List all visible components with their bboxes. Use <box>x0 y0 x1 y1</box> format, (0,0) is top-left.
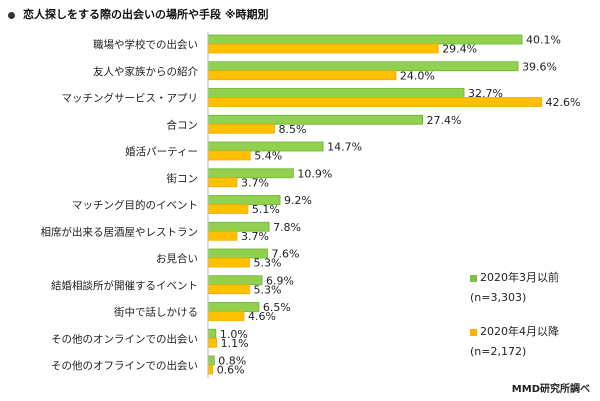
bar-after <box>207 177 238 188</box>
bar-after <box>207 70 397 81</box>
data-label: 5.3% <box>253 257 281 270</box>
category-label: 職場や学校での出会い <box>93 38 198 51</box>
category-label: 友人や家族からの紹介 <box>93 65 198 78</box>
legend: 2020年3月以前 (n=3,303) 2020年4月以降 (n=2,172) <box>470 268 559 362</box>
category-label: 相席が出来る居酒屋やレストラン <box>41 225 199 238</box>
data-label: 3.7% <box>241 176 269 189</box>
bar-before <box>207 355 215 366</box>
chart-title-text: 恋人探しをする際の出会いの場所や手段 ※時期別 <box>23 8 269 21</box>
data-label: 0.6% <box>217 364 245 377</box>
data-label: 0.8% <box>218 355 246 368</box>
category-label: 街中で話しかける <box>114 306 198 319</box>
bar-after <box>207 257 250 268</box>
data-label: 42.6% <box>546 96 581 109</box>
bar-after <box>207 284 250 295</box>
data-label: 1.0% <box>220 328 248 341</box>
legend-sample: (n=3,303) <box>470 291 527 304</box>
data-label: 24.0% <box>400 69 435 82</box>
chart-title: 恋人探しをする際の出会いの場所や手段 ※時期別 <box>8 6 269 22</box>
data-label: 6.9% <box>266 274 294 287</box>
bar-after <box>207 43 439 54</box>
bar-after <box>207 364 214 375</box>
data-label: 7.6% <box>272 248 300 261</box>
bar-after <box>207 337 218 348</box>
bar-after <box>207 311 245 321</box>
legend-label: 2020年3月以前 <box>480 271 559 284</box>
category-label: マッチングサービス・アプリ <box>62 92 199 105</box>
data-label: 3.7% <box>241 230 269 243</box>
category-label: 婚活パーティー <box>125 145 198 158</box>
data-label: 5.3% <box>253 283 281 296</box>
bar-after <box>207 123 275 134</box>
data-label: 29.4% <box>442 43 477 56</box>
data-label: 32.7% <box>468 87 503 100</box>
category-label: お見合い <box>156 252 198 265</box>
category-label: 街コン <box>167 172 199 185</box>
bar-after <box>207 150 251 161</box>
data-label: 27.4% <box>427 114 462 127</box>
data-label: 5.1% <box>252 203 280 216</box>
data-label: 10.9% <box>297 167 332 180</box>
bullet-icon <box>8 11 15 19</box>
data-label: 9.2% <box>284 194 312 207</box>
bar-after <box>207 230 238 241</box>
category-label: 合コン <box>167 118 199 131</box>
data-label: 1.1% <box>221 337 249 350</box>
data-label: 39.6% <box>522 60 557 73</box>
data-label: 6.5% <box>263 301 291 314</box>
bar-before <box>207 88 465 98</box>
data-label: 8.5% <box>279 123 307 136</box>
legend-item-after: 2020年4月以降 <box>470 322 559 342</box>
bar-after <box>207 204 249 214</box>
category-label: その他のオンラインでの出会い <box>51 332 198 345</box>
category-label: その他のオフラインでの出会い <box>51 359 198 372</box>
data-label: 5.4% <box>254 150 282 163</box>
legend-label: 2020年4月以降 <box>480 325 559 338</box>
bar-after <box>207 97 542 107</box>
legend-sample: (n=2,172) <box>470 345 527 358</box>
bar-before <box>207 114 423 125</box>
category-label: マッチング目的のイベント <box>72 199 198 212</box>
data-label: 7.8% <box>273 221 301 234</box>
data-label: 40.1% <box>526 34 561 47</box>
data-label: 4.6% <box>248 310 276 323</box>
legend-item-before: 2020年3月以前 <box>470 268 559 288</box>
bar-before <box>207 328 217 339</box>
data-label: 14.7% <box>327 141 362 154</box>
source-note: MMD研究所調べ <box>511 384 590 395</box>
legend-swatch-orange <box>470 328 477 336</box>
category-label: 結婚相談所が開催するイベント <box>51 279 198 292</box>
bar-before <box>207 61 519 72</box>
legend-swatch-green <box>470 274 477 282</box>
